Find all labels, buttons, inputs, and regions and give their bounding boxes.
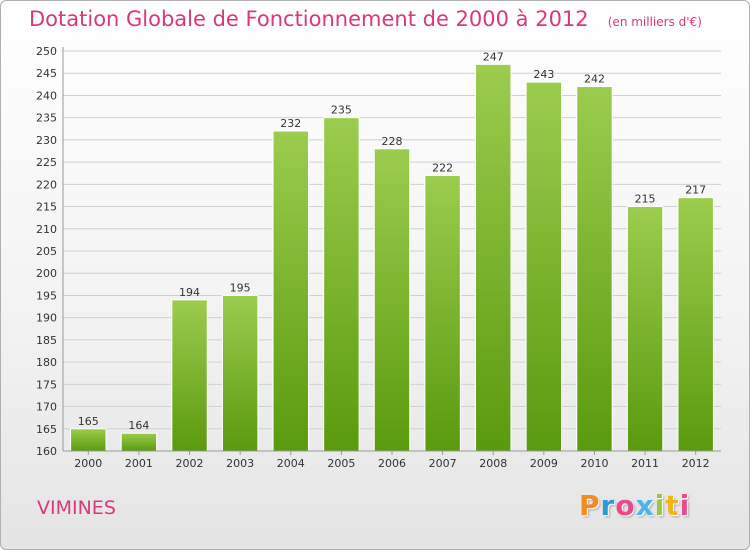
bar-2009 — [525, 81, 563, 452]
y-tick-label: 170 — [36, 401, 57, 414]
y-tick-label: 225 — [36, 156, 57, 169]
y-tick-label: 250 — [36, 45, 57, 58]
bar-2011 — [626, 206, 664, 452]
bar-2012 — [677, 197, 714, 452]
chart-subtitle: (en milliers d'€) — [607, 15, 702, 29]
data-label-2012: 217 — [685, 184, 706, 197]
y-tick-label: 190 — [36, 312, 57, 325]
data-label-2003: 195 — [230, 281, 251, 294]
commune-name: VIMINES — [37, 497, 116, 519]
data-label-2004: 232 — [280, 117, 301, 130]
x-tick-label-2002: 2002 — [176, 457, 204, 470]
x-tick-label-2004: 2004 — [277, 457, 305, 470]
data-label-2000: 165 — [78, 415, 99, 428]
bar-2006 — [373, 148, 411, 452]
bar-2002 — [171, 299, 208, 452]
bar-layer — [70, 63, 714, 452]
logo-letter: P — [579, 489, 601, 522]
y-tick-label: 205 — [36, 245, 57, 258]
y-tick-label: 215 — [36, 201, 57, 214]
x-tick-label-2011: 2011 — [631, 457, 659, 470]
data-label-2011: 215 — [635, 193, 656, 206]
y-tick-label: 240 — [36, 89, 57, 102]
y-tick-label: 230 — [36, 134, 57, 147]
data-label-2001: 164 — [128, 419, 149, 432]
bar-2000 — [70, 428, 107, 452]
x-tick-label-2006: 2006 — [378, 457, 406, 470]
data-label-2005: 235 — [331, 104, 352, 117]
y-tick-label: 200 — [36, 267, 57, 280]
bar-2007 — [424, 174, 461, 452]
axis-layer: 160 165 170 175 180 185 190 195 200 205 210 215 220 2… — [36, 45, 721, 470]
x-tick-label-2005: 2005 — [327, 457, 355, 470]
y-tick-label: 175 — [36, 378, 57, 391]
logo-letter: i — [679, 489, 691, 522]
y-tick-label: 180 — [36, 356, 57, 369]
bar-2005 — [323, 117, 360, 452]
y-tick-label: 220 — [36, 178, 57, 191]
logo-letter: x — [635, 489, 655, 522]
logo-letter: o — [615, 489, 636, 522]
bar-2004 — [272, 130, 309, 452]
data-label-2010: 242 — [584, 73, 605, 86]
y-tick-label: 195 — [36, 289, 57, 302]
bar-2001 — [120, 432, 158, 452]
x-tick-label-2010: 2010 — [580, 457, 608, 470]
proxiti-logo[interactable]: Proxiti — [579, 489, 690, 522]
data-label-2008: 247 — [483, 50, 504, 63]
x-tick-label-2000: 2000 — [74, 457, 102, 470]
y-tick-label: 165 — [36, 423, 57, 436]
x-tick-label-2001: 2001 — [125, 457, 153, 470]
bar-2010 — [576, 86, 613, 452]
data-label-2007: 222 — [432, 161, 453, 174]
logo-letter: r — [600, 489, 616, 522]
bar-2003 — [221, 294, 259, 452]
y-tick-label: 235 — [36, 112, 57, 125]
x-tick-label-2012: 2012 — [682, 457, 710, 470]
x-tick-label-2009: 2009 — [530, 457, 558, 470]
y-tick-label: 185 — [36, 334, 57, 347]
bar-2008 — [475, 63, 512, 452]
y-tick-label: 245 — [36, 67, 57, 80]
x-tick-label-2003: 2003 — [226, 457, 254, 470]
data-label-2009: 243 — [533, 68, 554, 81]
logo-letter: t — [665, 489, 680, 522]
data-label-2002: 194 — [179, 286, 200, 299]
x-tick-label-2008: 2008 — [479, 457, 507, 470]
data-label-2006: 228 — [382, 135, 403, 148]
title-row: Dotation Globale de Fonctionnement de 20… — [29, 7, 702, 31]
y-tick-label: 210 — [36, 223, 57, 236]
chart-title: Dotation Globale de Fonctionnement de 20… — [29, 7, 589, 31]
y-tick-label: 160 — [36, 445, 57, 458]
logo-letter: i — [654, 489, 666, 522]
x-tick-label-2007: 2007 — [429, 457, 457, 470]
